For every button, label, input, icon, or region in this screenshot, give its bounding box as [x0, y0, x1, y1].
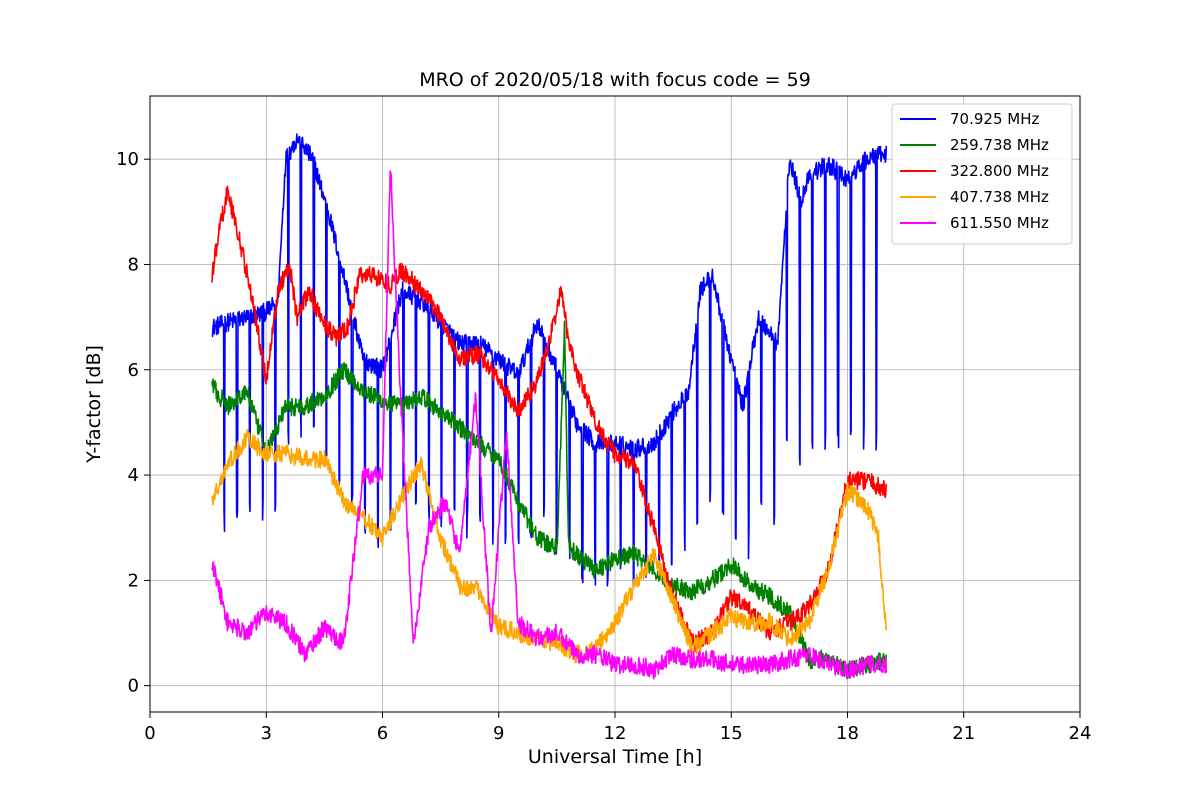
- y-tick-label: 10: [116, 149, 139, 170]
- y-axis-label: Y-factor [dB]: [83, 345, 105, 464]
- legend: 70.925 MHz 259.738 MHz 322.800 MHz 407.738 …: [891, 103, 1073, 245]
- series-line-2: [211, 320, 888, 679]
- x-tick-label: 12: [604, 723, 627, 744]
- legend-label: 322.800 MHz: [950, 162, 1049, 180]
- x-tick-label: 6: [377, 723, 388, 744]
- chart-title: MRO of 2020/05/18 with focus code = 59: [419, 69, 811, 91]
- legend-box: [891, 103, 1073, 245]
- series-line-4: [211, 428, 888, 664]
- legend-label: 407.738 MHz: [950, 188, 1049, 206]
- x-tick-label: 21: [952, 723, 975, 744]
- x-tick-label: 24: [1069, 723, 1092, 744]
- series-line-5: [211, 170, 888, 680]
- y-tick-label: 0: [128, 676, 139, 697]
- y-tick-label: 8: [128, 254, 139, 275]
- series-group: [211, 133, 888, 680]
- x-tick-label: 15: [720, 723, 743, 744]
- y-tick-label: 6: [128, 360, 139, 381]
- legend-label: 70.925 MHz: [950, 110, 1039, 128]
- x-tick-label: 0: [144, 723, 155, 744]
- legend-label: 611.550 MHz: [950, 214, 1049, 232]
- x-tick-label: 9: [493, 723, 504, 744]
- x-tick-label: 3: [261, 723, 272, 744]
- x-tick-label: 18: [836, 723, 859, 744]
- y-tick-label: 2: [128, 570, 139, 591]
- legend-label: 259.738 MHz: [950, 136, 1049, 154]
- y-tick-label: 4: [128, 465, 139, 486]
- x-axis-label: Universal Time [h]: [528, 746, 702, 768]
